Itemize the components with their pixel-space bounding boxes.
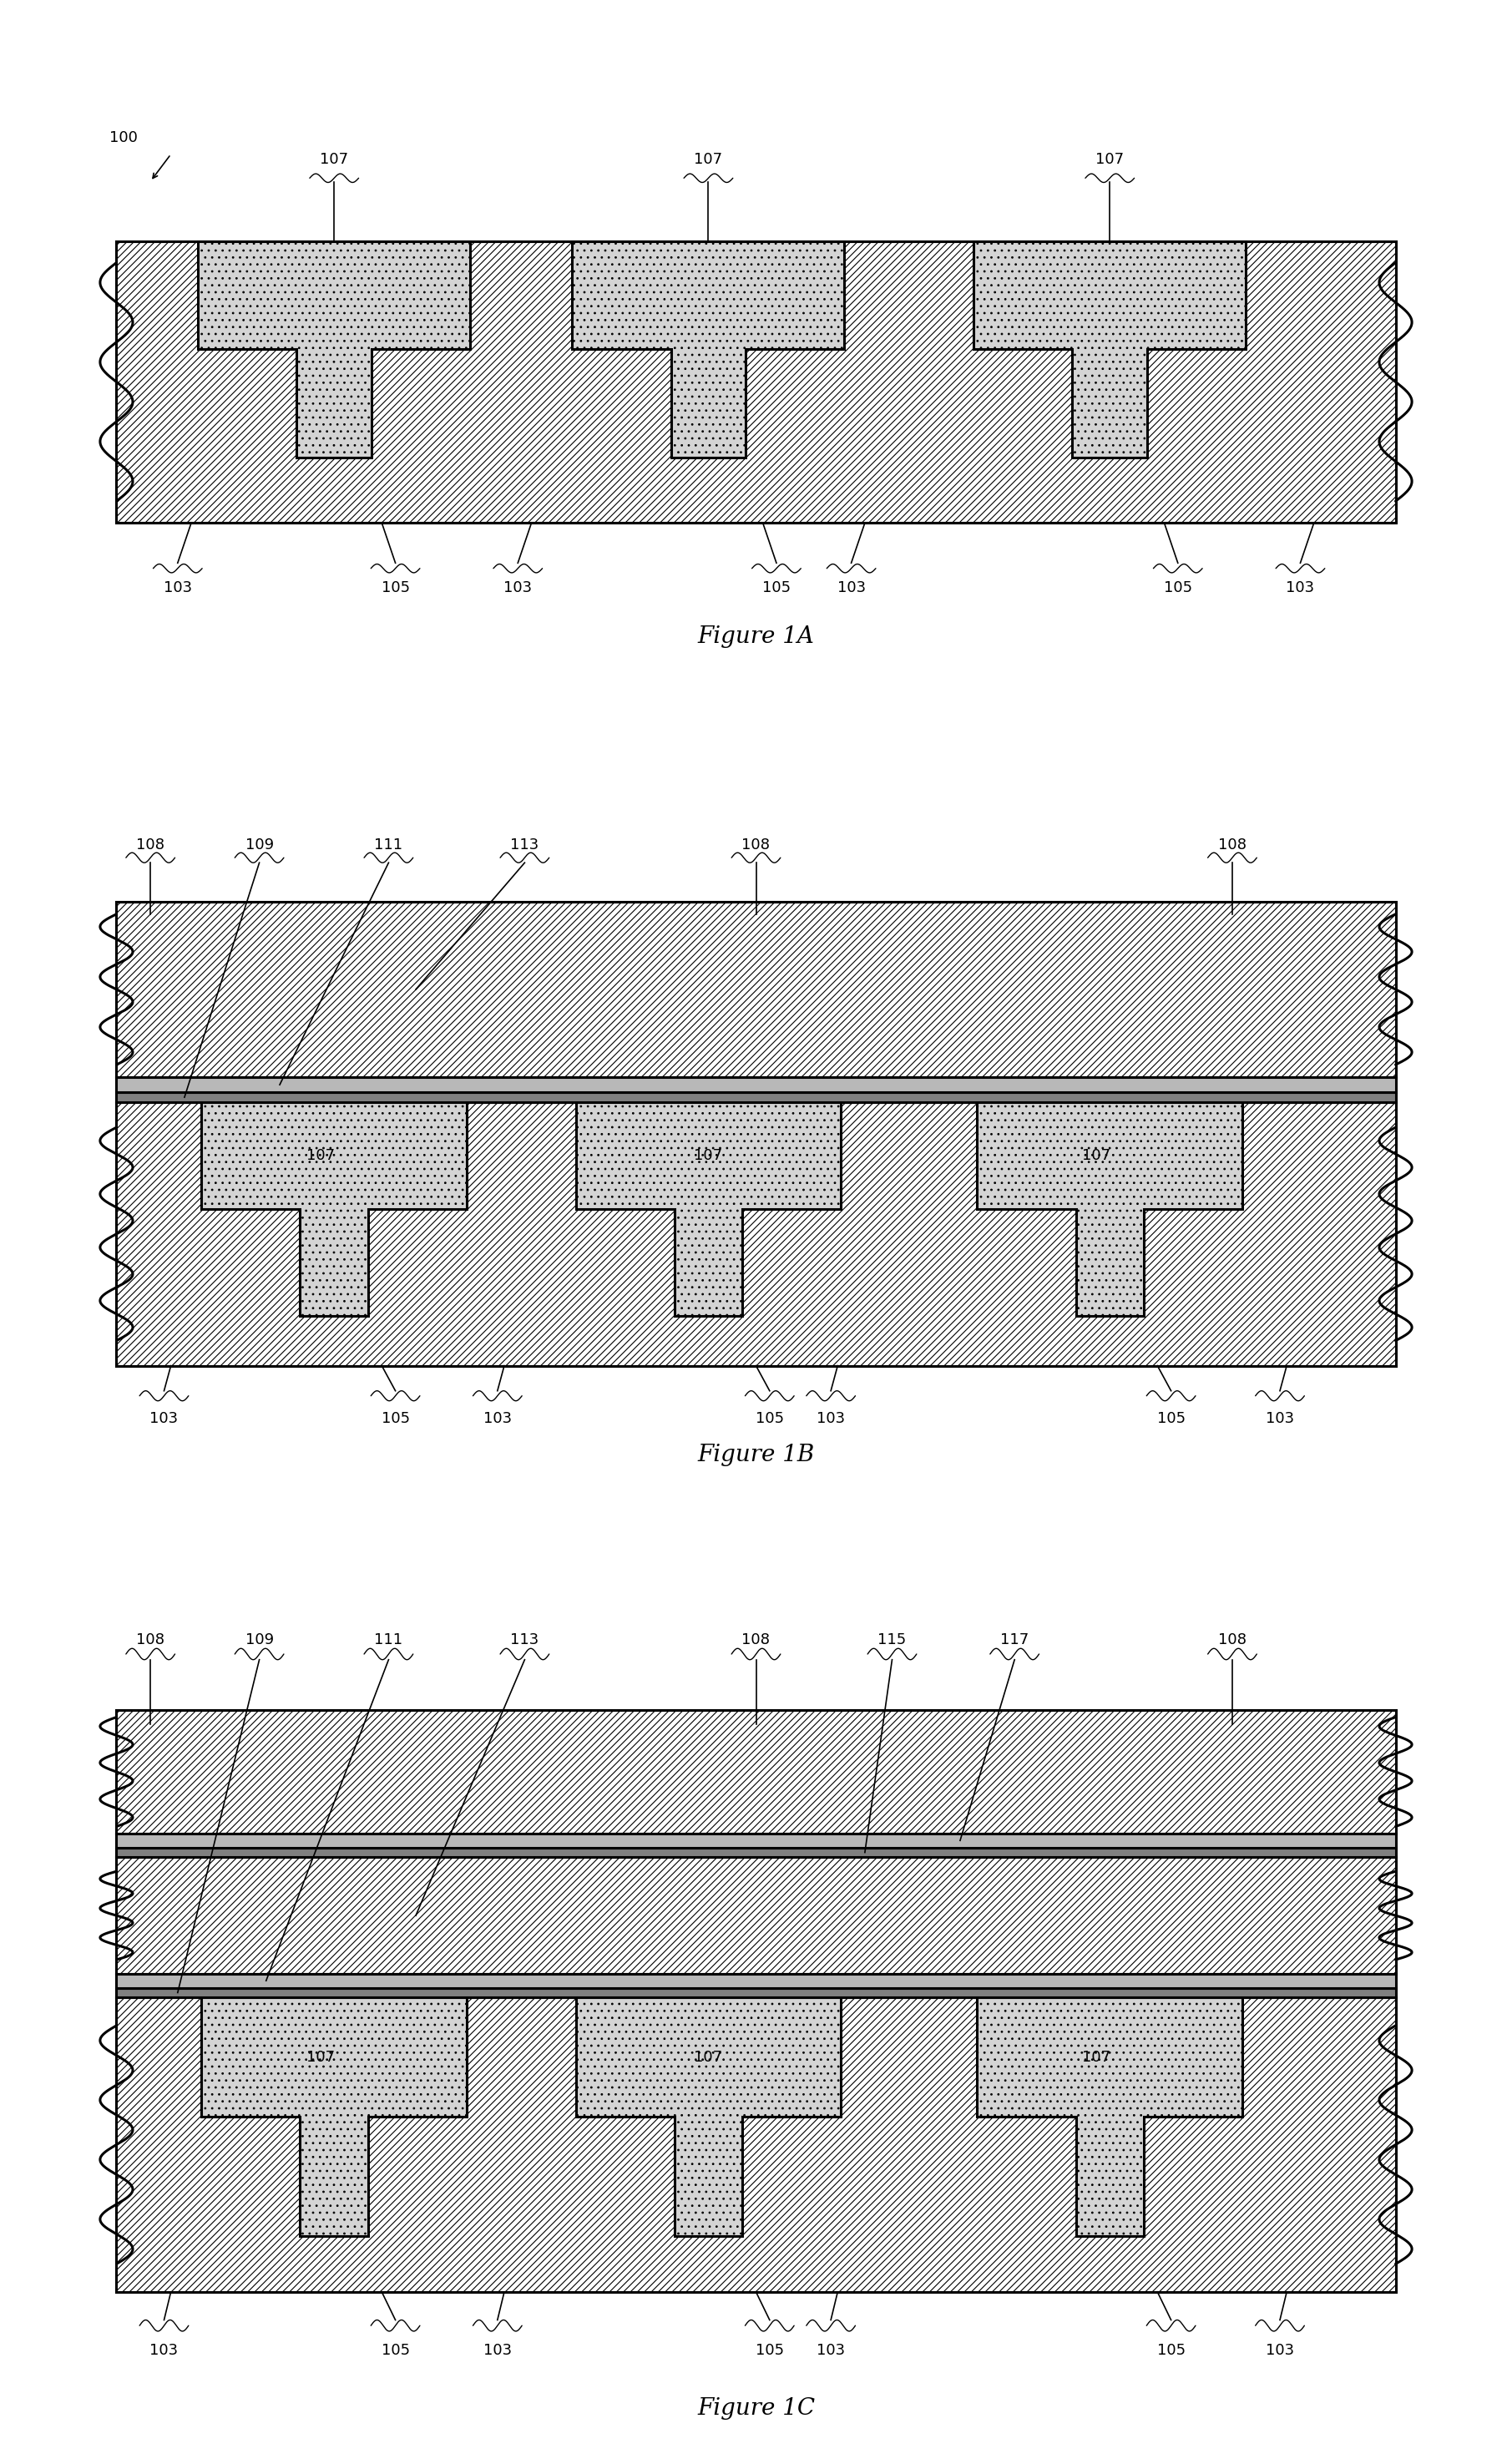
Text: 107: 107 xyxy=(1083,1148,1110,1163)
Text: 103: 103 xyxy=(1266,2343,1294,2358)
Text: 105: 105 xyxy=(1164,582,1191,596)
Text: 109: 109 xyxy=(245,1634,274,1648)
Polygon shape xyxy=(977,1998,1243,2235)
Text: 107: 107 xyxy=(1096,153,1123,168)
Text: 105: 105 xyxy=(381,582,410,596)
Text: 117: 117 xyxy=(1001,1634,1028,1648)
Bar xyxy=(116,1998,1396,2292)
Text: 103: 103 xyxy=(163,582,192,596)
Text: 103: 103 xyxy=(1266,1412,1294,1427)
Bar xyxy=(116,1092,1396,1101)
Bar xyxy=(116,1848,1396,1858)
Text: 111: 111 xyxy=(375,1634,402,1648)
Text: 105: 105 xyxy=(762,582,791,596)
Bar xyxy=(116,241,1396,522)
Text: 109: 109 xyxy=(245,838,274,853)
Bar xyxy=(116,1858,1396,1974)
Text: 103: 103 xyxy=(484,2343,511,2358)
Text: 105: 105 xyxy=(756,1412,783,1427)
Text: 105: 105 xyxy=(1157,1412,1185,1427)
Polygon shape xyxy=(576,1998,841,2235)
Text: 105: 105 xyxy=(381,1412,410,1427)
Text: 108: 108 xyxy=(742,1634,770,1648)
Text: 108: 108 xyxy=(742,838,770,853)
Text: 103: 103 xyxy=(838,582,865,596)
Text: 103: 103 xyxy=(484,1412,511,1427)
Polygon shape xyxy=(576,1101,841,1316)
Text: 105: 105 xyxy=(756,2343,783,2358)
Text: Figure 1A: Figure 1A xyxy=(697,626,815,648)
Polygon shape xyxy=(573,241,845,458)
Bar xyxy=(116,1101,1396,1365)
Text: 107: 107 xyxy=(694,2050,723,2065)
Bar xyxy=(116,902,1396,1077)
Text: 105: 105 xyxy=(1157,2343,1185,2358)
Polygon shape xyxy=(977,1101,1243,1316)
Polygon shape xyxy=(198,241,470,458)
Bar xyxy=(116,1833,1396,1848)
Text: 105: 105 xyxy=(381,2343,410,2358)
Text: 108: 108 xyxy=(136,1634,165,1648)
Text: Figure 1C: Figure 1C xyxy=(697,2397,815,2420)
Bar xyxy=(116,1974,1396,1988)
Polygon shape xyxy=(201,1998,467,2235)
Text: 108: 108 xyxy=(1219,838,1246,853)
Text: 113: 113 xyxy=(511,1634,538,1648)
Text: 107: 107 xyxy=(694,153,723,168)
Text: 107: 107 xyxy=(307,1148,334,1163)
Polygon shape xyxy=(974,241,1246,458)
Text: 103: 103 xyxy=(1287,582,1314,596)
Text: 107: 107 xyxy=(1083,2050,1110,2065)
Bar xyxy=(116,1988,1396,1998)
Text: 111: 111 xyxy=(375,838,402,853)
Bar xyxy=(116,1077,1396,1092)
Text: Figure 1B: Figure 1B xyxy=(697,1444,815,1466)
Text: 100: 100 xyxy=(110,131,138,145)
Text: 107: 107 xyxy=(307,2050,334,2065)
Text: 107: 107 xyxy=(694,1148,723,1163)
Text: 103: 103 xyxy=(816,2343,845,2358)
Polygon shape xyxy=(201,1101,467,1316)
Text: 108: 108 xyxy=(1219,1634,1246,1648)
Text: 108: 108 xyxy=(136,838,165,853)
Text: 103: 103 xyxy=(150,2343,178,2358)
Bar xyxy=(116,1710,1396,1833)
Text: 103: 103 xyxy=(816,1412,845,1427)
Text: 115: 115 xyxy=(878,1634,906,1648)
Text: 103: 103 xyxy=(150,1412,178,1427)
Text: 107: 107 xyxy=(321,153,348,168)
Text: 103: 103 xyxy=(503,582,532,596)
Text: 113: 113 xyxy=(511,838,538,853)
